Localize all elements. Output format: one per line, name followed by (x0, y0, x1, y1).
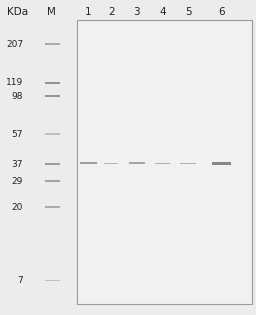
FancyBboxPatch shape (180, 163, 196, 164)
FancyBboxPatch shape (104, 163, 118, 164)
Text: 207: 207 (6, 39, 23, 49)
Text: 3: 3 (134, 7, 140, 17)
FancyBboxPatch shape (45, 180, 60, 182)
Text: 37: 37 (12, 160, 23, 169)
Text: 4: 4 (159, 7, 166, 17)
Text: 6: 6 (218, 7, 225, 17)
Text: 57: 57 (12, 129, 23, 139)
Text: 1: 1 (85, 7, 92, 17)
Text: M: M (47, 7, 56, 17)
Text: 29: 29 (12, 177, 23, 186)
FancyBboxPatch shape (45, 95, 60, 97)
FancyBboxPatch shape (45, 163, 60, 165)
Text: 98: 98 (12, 92, 23, 101)
Text: 20: 20 (12, 203, 23, 212)
FancyBboxPatch shape (129, 162, 145, 164)
Text: 5: 5 (185, 7, 191, 17)
Text: 2: 2 (108, 7, 115, 17)
FancyBboxPatch shape (45, 82, 60, 83)
FancyBboxPatch shape (77, 20, 252, 304)
Text: 119: 119 (6, 78, 23, 87)
FancyBboxPatch shape (45, 133, 60, 135)
Text: 7: 7 (17, 276, 23, 285)
FancyBboxPatch shape (45, 206, 60, 208)
Text: KDa: KDa (7, 7, 28, 17)
FancyBboxPatch shape (212, 162, 231, 164)
FancyBboxPatch shape (45, 280, 60, 281)
FancyBboxPatch shape (155, 163, 170, 164)
FancyBboxPatch shape (80, 162, 97, 164)
FancyBboxPatch shape (45, 43, 60, 45)
